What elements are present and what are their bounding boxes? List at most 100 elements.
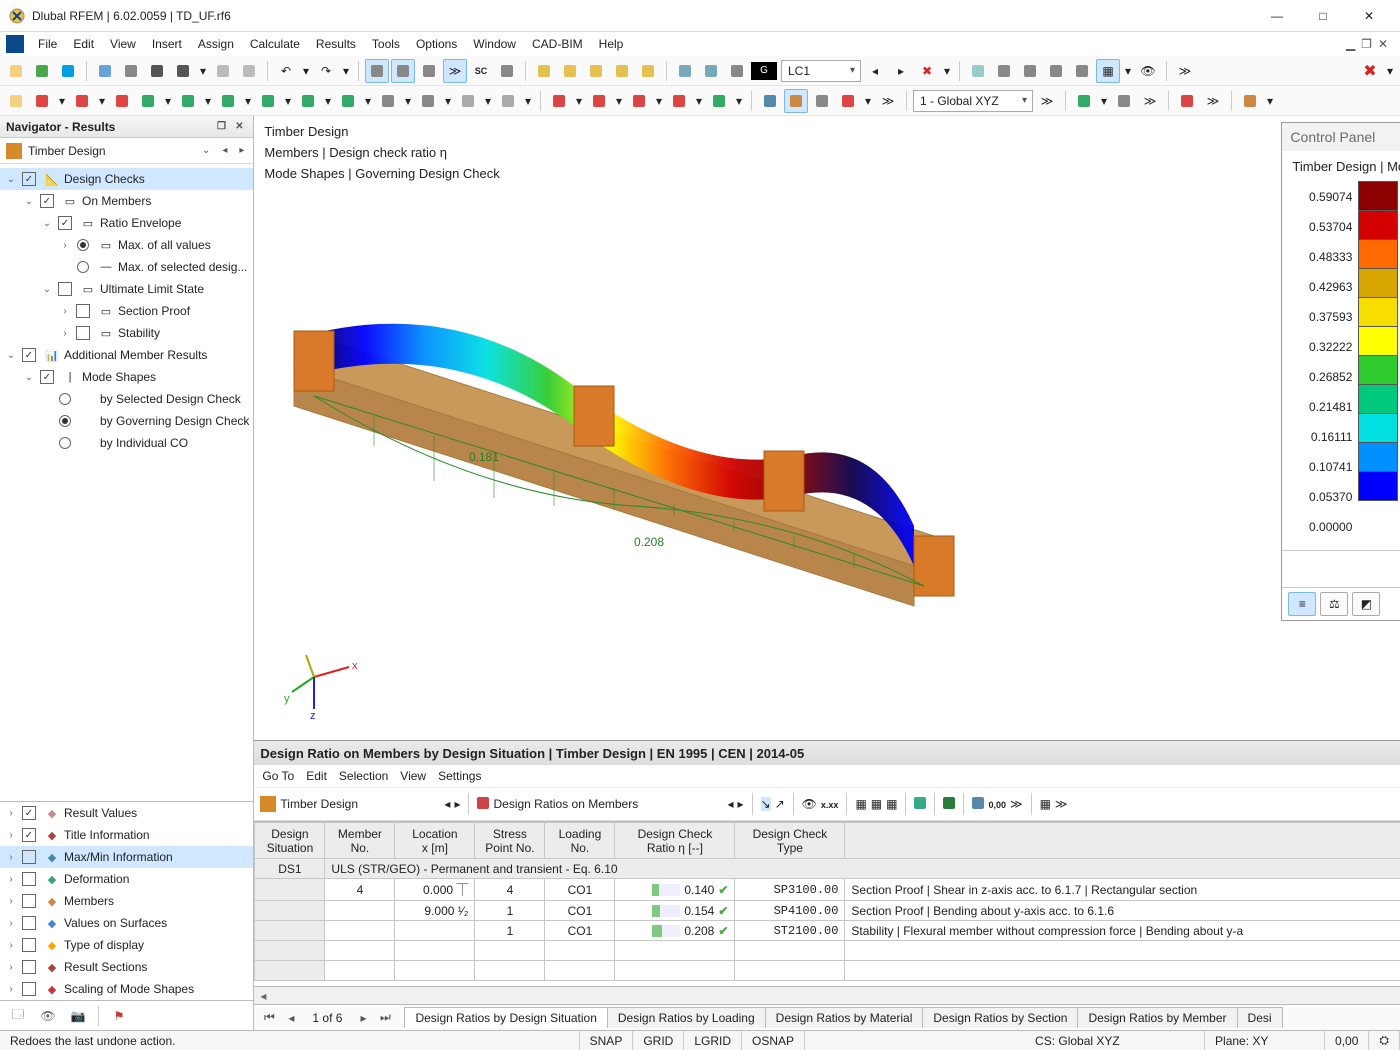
tree-item[interactable]: ⌄📐Design Checks: [0, 168, 253, 190]
rtb3-icon[interactable]: 👁: [802, 797, 817, 811]
load4-dd-icon[interactable]: ▾: [693, 89, 705, 113]
select2-icon[interactable]: [558, 59, 582, 83]
load3-dd-icon[interactable]: ▾: [653, 89, 665, 113]
filter2-icon[interactable]: [699, 59, 723, 83]
select5-icon[interactable]: [636, 59, 660, 83]
more4-icon[interactable]: ≫: [1138, 89, 1162, 113]
lc-next-icon[interactable]: ▸: [889, 59, 913, 83]
rtb7-icon[interactable]: ▦: [886, 797, 897, 811]
undo-icon[interactable]: ↶: [274, 59, 298, 83]
nav-display-icon[interactable]: 🗔: [8, 1006, 28, 1026]
pg-next-icon[interactable]: ▸: [354, 1011, 372, 1025]
view2-icon[interactable]: [992, 59, 1016, 83]
draw14-dd-icon[interactable]: ▾: [522, 89, 534, 113]
select4-icon[interactable]: [610, 59, 634, 83]
eye-icon[interactable]: 👁: [1136, 59, 1160, 83]
rtb4-icon[interactable]: x.xx: [821, 797, 839, 811]
results-tab[interactable]: Design Ratios by Design Situation: [404, 1007, 607, 1028]
tree-item[interactable]: by Selected Design Check: [0, 388, 253, 410]
menu-help[interactable]: Help: [591, 34, 632, 54]
loadcase-combo[interactable]: LC1: [781, 60, 861, 82]
menu-edit[interactable]: Edit: [65, 34, 102, 54]
wave-dd-icon[interactable]: ▾: [862, 89, 874, 113]
navigator-tree[interactable]: ⌄📐Design Checks⌄▭On Members⌄▭Ratio Envel…: [0, 164, 253, 801]
nav-float-icon[interactable]: ❐: [213, 119, 229, 135]
rc1-next-icon[interactable]: ▸: [454, 797, 460, 811]
nav-eye-icon[interactable]: 👁: [38, 1006, 58, 1026]
tree-item[interactable]: —Max. of selected desig...: [0, 256, 253, 278]
draw10-dd-icon[interactable]: ▾: [362, 89, 374, 113]
load5-icon[interactable]: [707, 89, 731, 113]
console-icon[interactable]: ≫: [443, 59, 467, 83]
results-menu-settings[interactable]: Settings: [438, 769, 481, 783]
open-icon[interactable]: [30, 59, 54, 83]
draw12-icon[interactable]: [416, 89, 440, 113]
results-menu-selection[interactable]: Selection: [339, 769, 388, 783]
cancel-dd-icon[interactable]: ▾: [1384, 59, 1396, 83]
render-dd-icon[interactable]: ▾: [1264, 89, 1276, 113]
refresh-icon[interactable]: [56, 59, 80, 83]
draw3-icon[interactable]: [70, 89, 94, 113]
menu-calculate[interactable]: Calculate: [242, 34, 308, 54]
draw8-dd-icon[interactable]: ▾: [282, 89, 294, 113]
view5-icon[interactable]: [1070, 59, 1094, 83]
nav-lower-item[interactable]: ›◆Deformation: [0, 868, 253, 890]
tree-item[interactable]: by Individual CO: [0, 432, 253, 454]
nav-next-icon[interactable]: ▸: [239, 145, 244, 156]
menu-window[interactable]: Window: [465, 34, 524, 54]
draw13-icon[interactable]: [456, 89, 480, 113]
grid-dd-icon[interactable]: ▾: [1122, 59, 1134, 83]
draw11-dd-icon[interactable]: ▾: [402, 89, 414, 113]
results-combo-1[interactable]: Timber Design: [280, 797, 440, 811]
global-cs-combo[interactable]: 1 - Global XYZ: [913, 90, 1033, 112]
cp-tab-scale-icon[interactable]: ⚖: [1320, 592, 1348, 616]
mdi-restore-icon[interactable]: ❐: [1361, 37, 1372, 51]
lc-pin-icon[interactable]: ✖: [915, 59, 939, 83]
paste-icon[interactable]: [237, 59, 261, 83]
draw2-dd-icon[interactable]: ▾: [56, 89, 68, 113]
draw9-icon[interactable]: [296, 89, 320, 113]
section1-dd-icon[interactable]: ▾: [1098, 89, 1110, 113]
redo-icon[interactable]: ↷: [314, 59, 338, 83]
menu-view[interactable]: View: [102, 34, 144, 54]
nav-lower-item[interactable]: ›◆Max/Min Information: [0, 846, 253, 868]
draw11-icon[interactable]: [376, 89, 400, 113]
panel2-icon[interactable]: [391, 59, 415, 83]
copy-icon[interactable]: [211, 59, 235, 83]
viewport-3d[interactable]: Timber Design Members | Design check rat…: [254, 116, 1400, 740]
draw2-icon[interactable]: [30, 89, 54, 113]
draw9-dd-icon[interactable]: ▾: [322, 89, 334, 113]
rtb6-icon[interactable]: ▦: [871, 797, 882, 811]
nav-lower-item[interactable]: ›◆Result Values: [0, 802, 253, 824]
rtb8-icon[interactable]: [914, 797, 926, 812]
load3-icon[interactable]: [627, 89, 651, 113]
draw14-icon[interactable]: [496, 89, 520, 113]
status-grid[interactable]: GRID: [633, 1031, 684, 1050]
rtb-decimals-icon[interactable]: 0,00: [988, 797, 1006, 811]
more2-icon[interactable]: ≫: [876, 89, 900, 113]
tree-item[interactable]: ⌄▭Ratio Envelope: [0, 212, 253, 234]
results-menu-view[interactable]: View: [400, 769, 426, 783]
panel5-icon[interactable]: [495, 59, 519, 83]
results-menu-edit[interactable]: Edit: [306, 769, 327, 783]
panel3-icon[interactable]: [417, 59, 441, 83]
status-zero[interactable]: 0,00: [1325, 1031, 1369, 1050]
nav-lower-item[interactable]: ›◆Result Sections: [0, 956, 253, 978]
draw10-icon[interactable]: [336, 89, 360, 113]
funnel-icon[interactable]: [758, 89, 782, 113]
draw7-dd-icon[interactable]: ▾: [242, 89, 254, 113]
beam2-icon[interactable]: [810, 89, 834, 113]
tree-item[interactable]: ⌄|Mode Shapes: [0, 366, 253, 388]
redo-dd-icon[interactable]: ▾: [340, 59, 352, 83]
script-icon[interactable]: SC: [469, 59, 493, 83]
menu-tools[interactable]: Tools: [364, 34, 408, 54]
load1-dd-icon[interactable]: ▾: [573, 89, 585, 113]
tree-item[interactable]: ›▭Max. of all values: [0, 234, 253, 256]
draw6-icon[interactable]: [176, 89, 200, 113]
tree-item[interactable]: ›▭Stability: [0, 322, 253, 344]
save-icon[interactable]: [145, 59, 169, 83]
rc1-prev-icon[interactable]: ◂: [444, 797, 450, 811]
rtb5-icon[interactable]: ▦: [855, 797, 866, 811]
results-grid[interactable]: DesignSituationMemberNo.Locationx [m]Str…: [254, 821, 1400, 986]
rtb9-icon[interactable]: ▦: [1040, 797, 1051, 811]
